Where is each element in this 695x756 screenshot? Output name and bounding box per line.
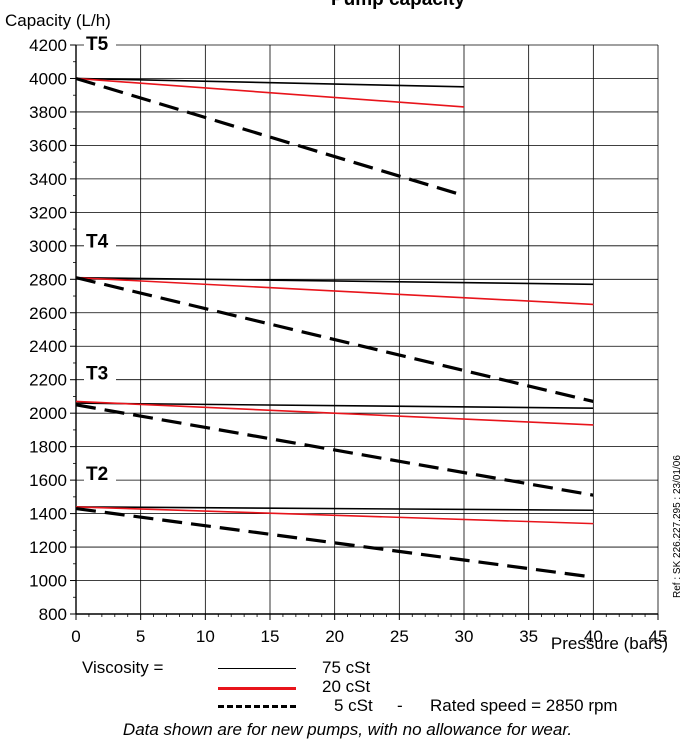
x-tick-label-10: 10 bbox=[196, 627, 215, 646]
legend-label-20-cst: 20 cSt bbox=[322, 677, 371, 696]
chart-title: Pump capacity bbox=[331, 0, 466, 10]
group-label-bg bbox=[84, 33, 116, 56]
series-t5-5-cst bbox=[75, 76, 465, 198]
x-tick-label-40: 40 bbox=[584, 627, 603, 646]
x-tick-label-5: 5 bbox=[136, 627, 145, 646]
series-t2-20-cst bbox=[75, 506, 594, 525]
legend-swatch-5-cst bbox=[218, 705, 296, 708]
rated-speed-note: Rated speed = 2850 rpm bbox=[430, 696, 618, 715]
pump-capacity-chart: Pump capacity Capacity (L/h) Pressure (b… bbox=[5, 0, 668, 653]
series-t4-5-cst bbox=[75, 276, 594, 404]
group-label-t3: T3 bbox=[86, 364, 108, 385]
x-tick-label-45: 45 bbox=[649, 627, 668, 646]
y-axis-title: Capacity (L/h) bbox=[5, 11, 111, 30]
y-tick-label-1000: 1000 bbox=[29, 572, 67, 591]
axis-ticks: 800 1000 1200 1400 1600 1800 2000 2200 2400 2600 2… bbox=[29, 36, 667, 646]
y-tick-label-3400: 3400 bbox=[29, 170, 67, 189]
x-axis-title: Pressure (bars) bbox=[551, 634, 668, 653]
group-label-bg bbox=[84, 230, 116, 253]
y-tick-label-1800: 1800 bbox=[29, 438, 67, 457]
group-label-bg bbox=[84, 463, 116, 486]
group-labels: T5 T4 T3 T2 bbox=[84, 33, 116, 486]
footnote: Data shown are for new pumps, with no al… bbox=[122, 720, 573, 739]
x-tick-label-25: 25 bbox=[390, 627, 409, 646]
y-tick-label-800: 800 bbox=[39, 605, 67, 624]
y-tick-label-1600: 1600 bbox=[29, 471, 67, 490]
y-tick-label-3800: 3800 bbox=[29, 103, 67, 122]
y-tick-label-3200: 3200 bbox=[29, 203, 67, 222]
y-tick-label-3000: 3000 bbox=[29, 237, 67, 256]
series-t3-75-cst bbox=[75, 402, 594, 409]
group-label-t5: T5 bbox=[86, 34, 109, 55]
legend-swatch-20-cst bbox=[218, 687, 296, 690]
grid-lines bbox=[75, 44, 659, 615]
legend-label-5-cst: 5 cSt bbox=[334, 696, 373, 715]
legend-swatch-75-cst bbox=[218, 668, 296, 669]
x-tick-label-15: 15 bbox=[261, 627, 280, 646]
y-tick-label-2600: 2600 bbox=[29, 304, 67, 323]
legend-prefix: Viscosity = bbox=[82, 658, 164, 677]
series-t2-75-cst bbox=[75, 506, 594, 512]
series-t5-20-cst bbox=[75, 77, 465, 108]
y-tick-label-2000: 2000 bbox=[29, 404, 67, 423]
y-tick-label-2200: 2200 bbox=[29, 371, 67, 390]
reference-code: Ref : SK 226.227.295 : 23/01/06 bbox=[672, 455, 683, 598]
x-tick-label-20: 20 bbox=[325, 627, 344, 646]
series-t4-20-cst bbox=[75, 276, 594, 306]
group-label-bg bbox=[84, 362, 116, 385]
y-tick-label-1400: 1400 bbox=[29, 505, 67, 524]
x-tick-label-30: 30 bbox=[455, 627, 474, 646]
y-tick-label-2400: 2400 bbox=[29, 337, 67, 356]
y-tick-label-4200: 4200 bbox=[29, 36, 67, 55]
series-t5-75-cst bbox=[75, 77, 465, 88]
legend-label-75-cst: 75 cSt bbox=[322, 658, 371, 677]
series-t3-5-cst bbox=[75, 403, 594, 497]
y-tick-label-2800: 2800 bbox=[29, 270, 67, 289]
x-tick-label-35: 35 bbox=[519, 627, 538, 646]
series-t3-20-cst bbox=[75, 400, 594, 426]
series-lines bbox=[75, 76, 594, 579]
x-tick-label-0: 0 bbox=[71, 627, 80, 646]
series-t4-75-cst bbox=[75, 276, 594, 286]
legend-separator: - bbox=[397, 696, 403, 715]
group-label-t2: T2 bbox=[86, 464, 108, 485]
y-tick-label-1200: 1200 bbox=[29, 538, 67, 557]
y-tick-label-3600: 3600 bbox=[29, 136, 67, 155]
group-label-t4: T4 bbox=[86, 231, 109, 252]
y-tick-label-4000: 4000 bbox=[29, 69, 67, 88]
